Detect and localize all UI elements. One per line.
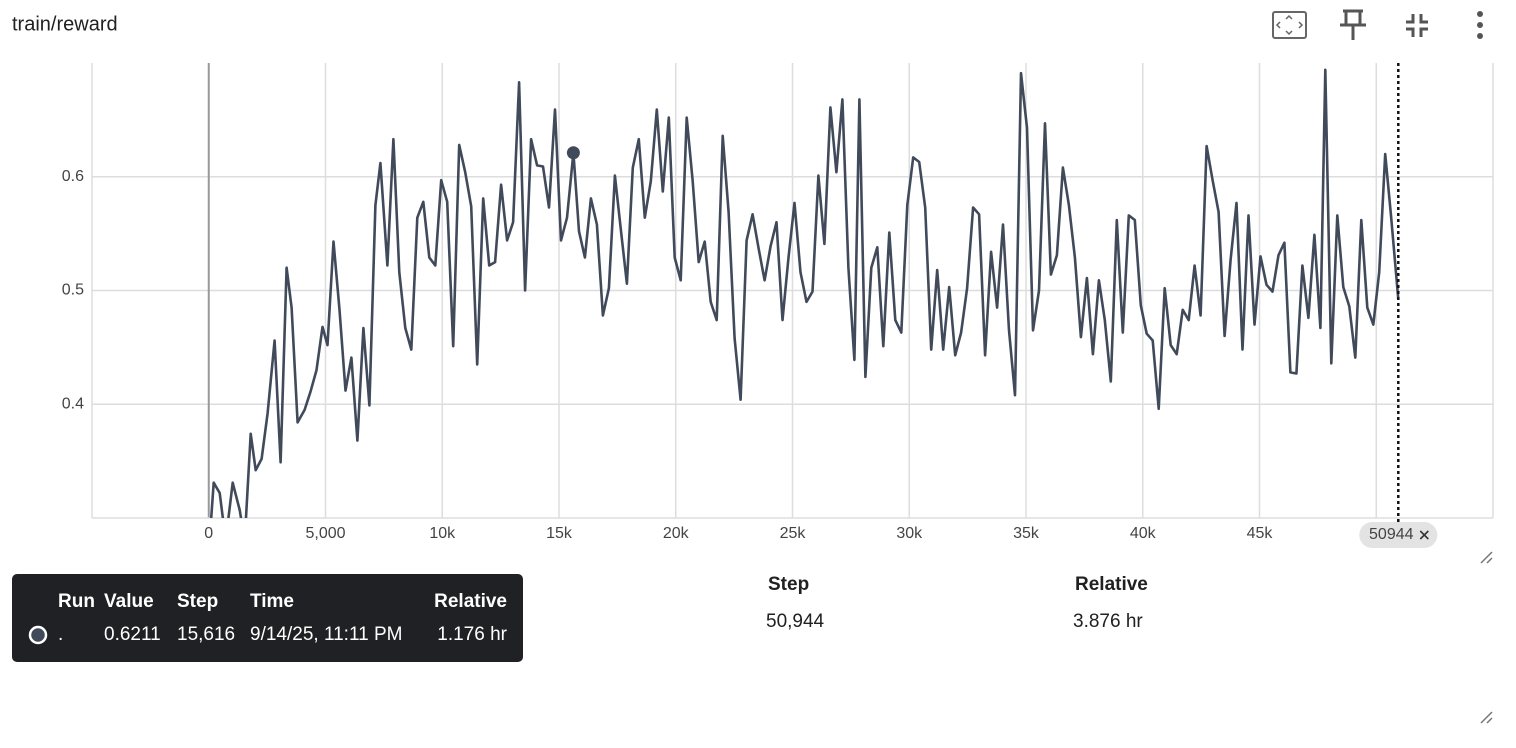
x-tick-label: 5,000 <box>305 525 345 542</box>
chip-label: 50944 <box>1369 526 1414 543</box>
x-tick-label: 30k <box>896 525 923 542</box>
x-tick-label: 0 <box>204 525 213 542</box>
tooltip-value: 0.6211 <box>104 624 161 645</box>
pin-button[interactable] <box>1340 9 1366 40</box>
tooltip-run: . <box>58 624 63 645</box>
x-tick-label: 25k <box>780 525 807 542</box>
step-cell: 50,944 <box>766 611 825 632</box>
tooltip-header: Relative <box>434 591 507 612</box>
card-title: train/reward <box>12 13 118 35</box>
collapse-button[interactable] <box>1406 14 1428 37</box>
chip-background <box>1359 522 1438 548</box>
x-tick-label: 20k <box>663 525 690 542</box>
tooltip-swatch <box>28 625 48 645</box>
plot-area <box>209 68 1400 518</box>
y-tick-label: 0.6 <box>62 168 84 185</box>
tooltip: Run Value Step Time Relative . 0.6211 15… <box>12 574 523 662</box>
tooltip-header: Time <box>250 591 294 612</box>
chart: 0.4 0.5 0.6 0 5,000 10k 15k 20k 25k 30k 35k 40k 45k 5… <box>62 63 1494 548</box>
y-tick-label: 0.4 <box>62 395 84 412</box>
x-tick-label: 10k <box>429 525 456 542</box>
column-header[interactable]: Step <box>768 574 809 595</box>
x-tick-label: 45k <box>1247 525 1274 542</box>
chip-close <box>1419 530 1429 540</box>
tooltip-header: Step <box>177 591 218 612</box>
tooltip-step: 15,616 <box>177 624 235 645</box>
tooltip-header: Value <box>104 591 154 612</box>
relative-cell: 3.876 hr <box>1073 611 1143 632</box>
hover-point <box>566 146 580 160</box>
tooltip-time: 9/14/25, 11:11 PM <box>250 624 402 645</box>
more-menu-button[interactable] <box>1477 11 1483 39</box>
tooltip-header: Run <box>58 591 95 612</box>
x-tick-label: 35k <box>1013 525 1040 542</box>
x-tick-label: 15k <box>546 525 573 542</box>
column-header[interactable]: Relative <box>1075 574 1148 595</box>
step-cursor-chip[interactable]: 50944 <box>1359 522 1438 548</box>
fullscreen-button[interactable] <box>1272 11 1307 39</box>
tooltip-relative: 1.176 hr <box>437 624 507 645</box>
x-tick-label: 40k <box>1130 525 1157 542</box>
grid <box>91 63 1494 519</box>
y-tick-label: 0.5 <box>62 282 84 299</box>
resize-handle[interactable] <box>1480 711 1493 724</box>
resize-handle[interactable] <box>1480 551 1493 564</box>
series-line <box>209 68 1400 518</box>
